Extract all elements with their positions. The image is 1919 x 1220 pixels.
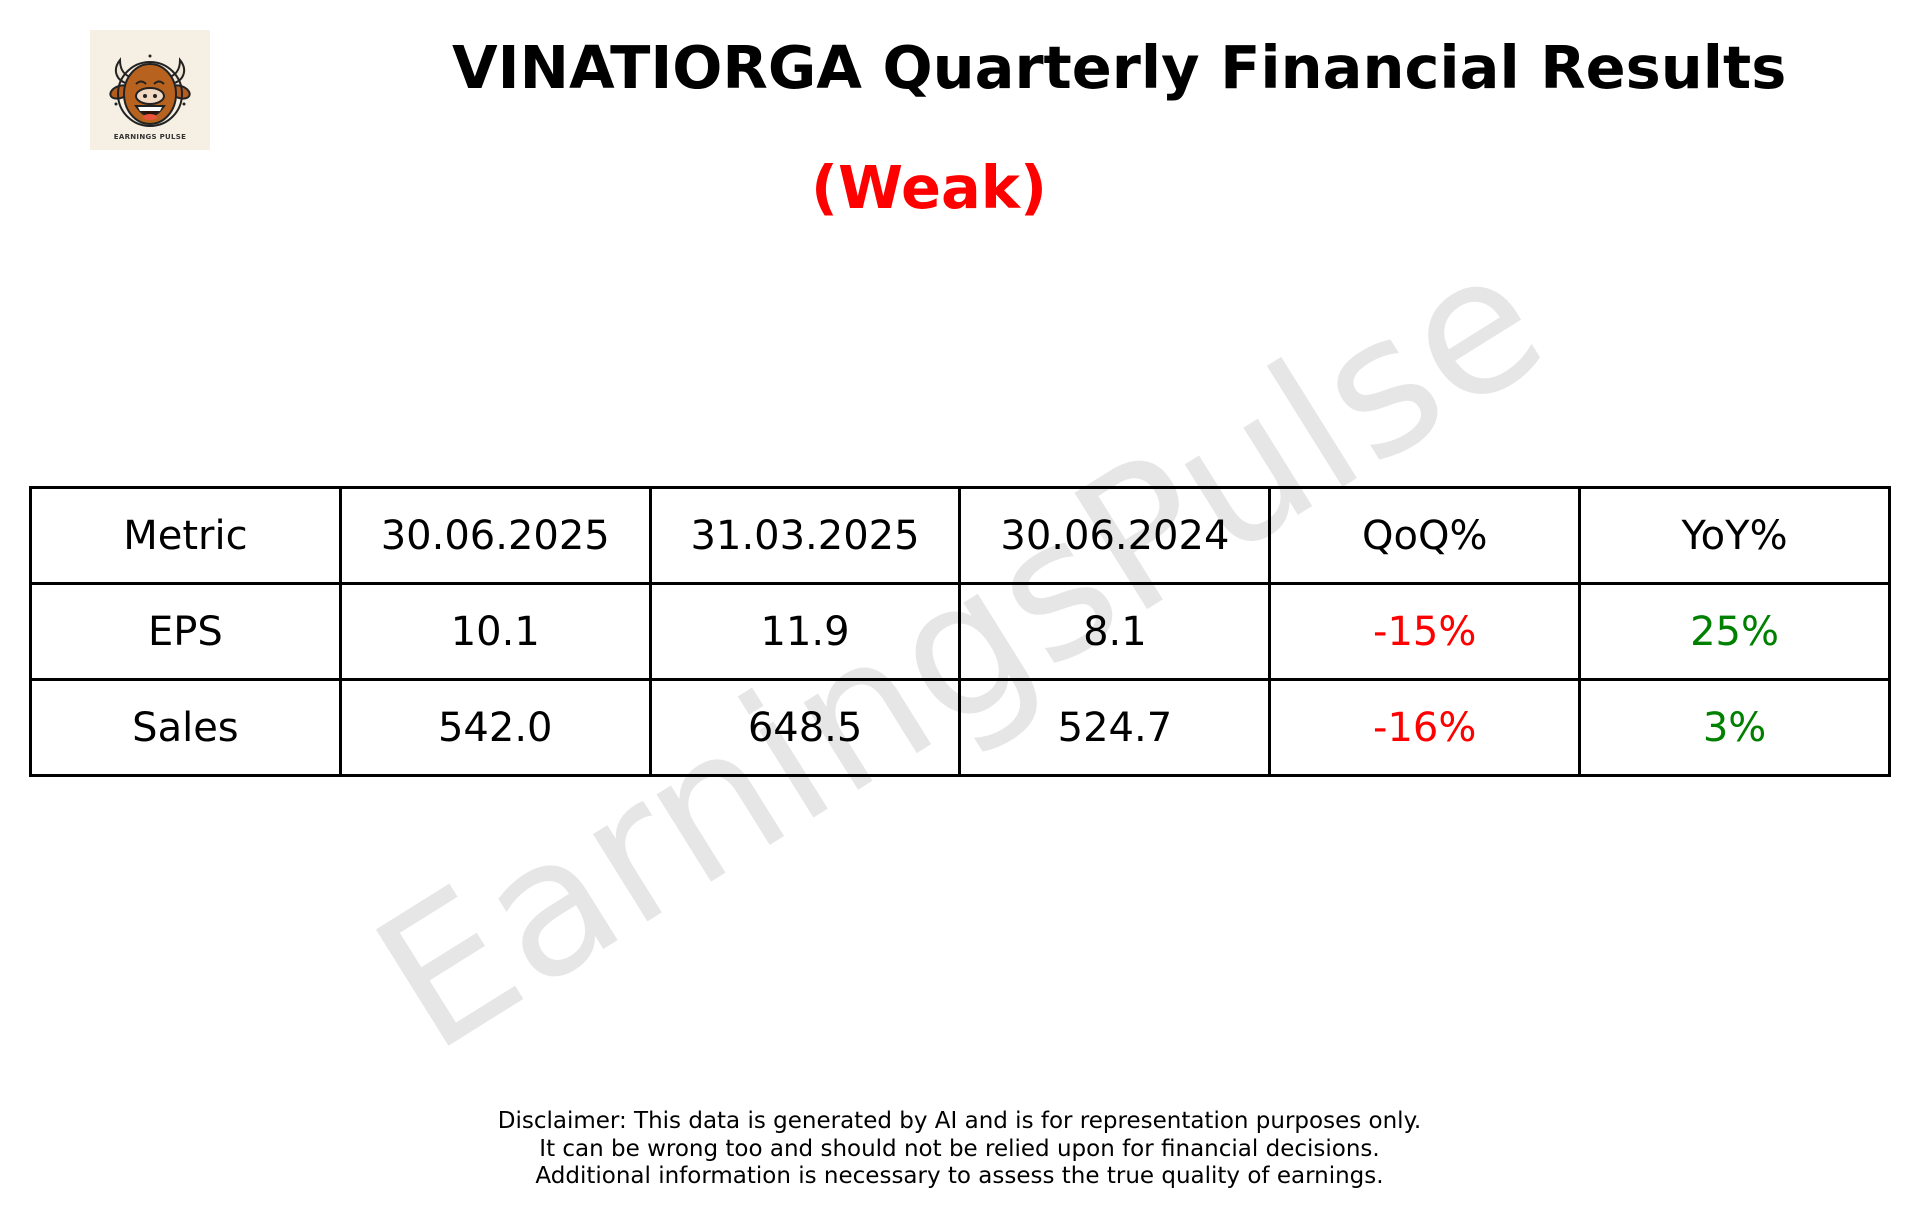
column-header-metric: Metric [29,486,342,585]
yoy-change: 25% [1578,582,1891,681]
disclaimer-line: Additional information is necessary to a… [535,1163,1384,1189]
table-row-sales: Sales 542.0 648.5 524.7 -16% 3% [29,678,1891,777]
metric-label: Sales [29,678,342,777]
status-badge: (Weak) [811,153,1047,222]
yoy-change: 3% [1578,678,1891,777]
laughing-bull-icon [109,54,191,127]
results-table: Metric 30.06.2025 31.03.2025 30.06.2024 … [29,486,1891,777]
cell-value: 524.7 [958,678,1272,777]
cell-value: 648.5 [648,678,962,777]
table-header-row: Metric 30.06.2025 31.03.2025 30.06.2024 … [29,486,1891,585]
cell-value: 8.1 [958,582,1272,681]
disclaimer-line: It can be wrong too and should not be re… [539,1135,1380,1162]
column-header-yoy: YoY% [1578,486,1891,585]
disclaimer-line: Disclaimer: This data is generated by AI… [497,1108,1422,1134]
column-header-qoq: QoQ% [1268,486,1582,585]
disclaimer: Disclaimer: This data is generated by AI… [0,1108,1919,1191]
qoq-change: -15% [1268,582,1582,681]
logo: EARNINGS PULSE [90,30,210,150]
column-header-31-03-2025: 31.03.2025 [648,486,962,585]
table-row-eps: EPS 10.1 11.9 8.1 -15% 25% [29,582,1891,681]
cell-value: 11.9 [648,582,962,681]
logo-caption: EARNINGS PULSE [113,133,187,141]
page-title: VINATIORGA Quarterly Financial Results [452,33,1787,102]
metric-label: EPS [29,582,342,681]
column-header-30-06-2025: 30.06.2025 [338,486,652,585]
qoq-change: -16% [1268,678,1582,777]
cell-value: 10.1 [338,582,652,681]
column-header-30-06-2024: 30.06.2024 [958,486,1272,585]
cell-value: 542.0 [338,678,652,777]
